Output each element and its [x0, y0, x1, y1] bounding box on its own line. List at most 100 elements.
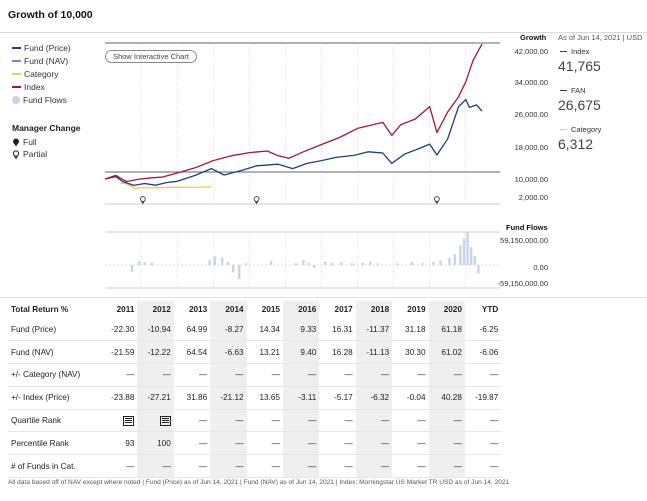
manager-change-marker-tail: [254, 200, 259, 205]
fund-flow-bar: [269, 261, 273, 265]
table-header-row: Total Return % 2011 2012 2013 2014 2015 …: [8, 301, 501, 318]
fund-flow-bar: [313, 265, 316, 268]
table-cell: —: [319, 454, 356, 479]
section-divider: [0, 297, 647, 298]
table-cell: -8.27: [210, 318, 247, 342]
table-cell: —: [173, 431, 211, 456]
show-interactive-chart-button[interactable]: Show Interactive Chart: [105, 50, 197, 63]
table-row: Quartile Rank — — — — — — — — —: [8, 409, 502, 433]
footnote: All data based off of NAV except where n…: [8, 479, 510, 486]
table-cell: —: [173, 454, 211, 479]
table-cell: 64.54: [173, 340, 211, 365]
chart-title: Growth of 10,000: [8, 9, 93, 21]
legend-item-index[interactable]: Index: [12, 82, 45, 92]
table-cell: 40.28: [428, 386, 465, 410]
table-row-label: Percentile Rank: [8, 431, 101, 456]
table-cell: -3.11: [282, 386, 320, 410]
table-row: # of Funds in Cat. — — — — — — — — — — —: [8, 454, 502, 479]
fund-flow-bar: [462, 238, 466, 265]
table-cell: —: [282, 363, 320, 387]
table-cell: —: [101, 363, 138, 387]
side-category-value: 6,312: [558, 136, 594, 152]
side-swatch-index: [560, 50, 567, 53]
fund-flow-bar: [459, 245, 462, 265]
table-cell: 9.33: [282, 318, 320, 342]
table-cell: —: [319, 363, 356, 387]
legend-label: Fund (Price): [24, 43, 71, 53]
year-header: 2013: [188, 305, 208, 314]
flow-tick: -59,150,000.00: [497, 279, 548, 288]
year-header: 2018: [355, 301, 393, 318]
table-cell: —: [173, 409, 211, 433]
table-cell: [101, 409, 138, 433]
table-cell: 14.34: [246, 318, 283, 342]
table-cell: -6.06: [464, 340, 502, 365]
side-fan-name: FAN: [560, 86, 586, 95]
fund-flow-bar: [369, 261, 372, 265]
manager-change-marker: [434, 196, 440, 202]
fund-flow-bar: [244, 263, 247, 265]
fund-flow-bar: [143, 262, 146, 265]
table-cell: 61.02: [428, 340, 465, 365]
table-cell: -5.17: [319, 386, 356, 410]
side-label: FAN: [571, 86, 586, 95]
quartile-4-icon: [123, 415, 135, 426]
fund-flow-bar: [221, 257, 224, 265]
table-cell: -0.04: [392, 386, 429, 410]
table-cell: —: [355, 431, 393, 456]
year-header: 2011: [116, 305, 135, 314]
flow-bars: [130, 232, 480, 279]
quartile-4-icon: [159, 415, 171, 426]
manager-change-partial-label: Partial: [23, 149, 48, 159]
flow-tick: 0.00: [533, 263, 548, 272]
legend-label: Category: [24, 69, 59, 79]
fund-flow-bar: [295, 263, 298, 265]
legend-item-fund-nav[interactable]: Fund (NAV): [12, 56, 68, 66]
table-cell: —: [210, 363, 247, 387]
manager-change-marker: [253, 196, 260, 202]
legend-item-category[interactable]: Category: [12, 69, 59, 79]
fund-flow-bar: [138, 261, 141, 265]
fund-flow-bar: [130, 265, 134, 272]
year-header: 2014: [210, 301, 247, 318]
legend-swatch-fund-nav: [12, 60, 21, 62]
fund-flow-bar: [477, 265, 480, 274]
fund-flow-bar: [323, 261, 327, 265]
table-cell: -22.30: [101, 318, 138, 342]
legend-swatch-fund-flows: [12, 96, 20, 104]
legend-swatch-category: [12, 73, 21, 75]
table-row: Percentile Rank 93 100— — — — — — — — —: [8, 431, 502, 456]
manager-change-full: Full: [12, 137, 37, 147]
legend-item-fund-price[interactable]: Fund (Price): [12, 43, 71, 53]
year-header: 2017: [334, 305, 353, 314]
manager-change-partial: Partial: [12, 149, 47, 159]
table-cell: —: [464, 363, 502, 387]
table-row-label: # of Funds in Cat.: [8, 454, 101, 479]
table-cell: —: [101, 454, 138, 479]
table-cell: —: [282, 409, 320, 433]
table-cell: —: [428, 454, 465, 479]
series-line-category: [119, 182, 212, 190]
side-swatch-category: [560, 128, 567, 131]
table-cell: —: [464, 454, 502, 479]
table-cell: —: [319, 409, 356, 433]
table-cell: -21.59: [101, 340, 138, 365]
table-row-label: Quartile Rank: [8, 409, 101, 433]
table-cell: 100: [137, 431, 174, 456]
side-label: Category: [571, 125, 602, 134]
table-cell: -6.63: [210, 340, 247, 365]
table-cell: 64.99: [173, 318, 211, 342]
table-cell: 31.86: [173, 386, 211, 410]
manager-change-marker-tail: [434, 200, 439, 205]
legend-item-fund-flows[interactable]: Fund Flows: [12, 95, 67, 105]
table-cell: —: [428, 431, 465, 456]
table-cell: -21.12: [210, 386, 247, 410]
table-cell: —: [464, 431, 502, 456]
table-row-label: +/- Index (Price): [8, 386, 101, 410]
table-cell: 13.21: [246, 340, 283, 365]
flow-gridlines: [140, 232, 467, 288]
total-return-table: Total Return % 2011 2012 2013 2014 2015 …: [8, 301, 502, 479]
as-of-label: As of Jun 14, 2021 | USD: [558, 33, 643, 42]
table-row-label: +/- Category (NAV): [8, 363, 101, 387]
manager-change-marker-tail: [140, 200, 145, 205]
